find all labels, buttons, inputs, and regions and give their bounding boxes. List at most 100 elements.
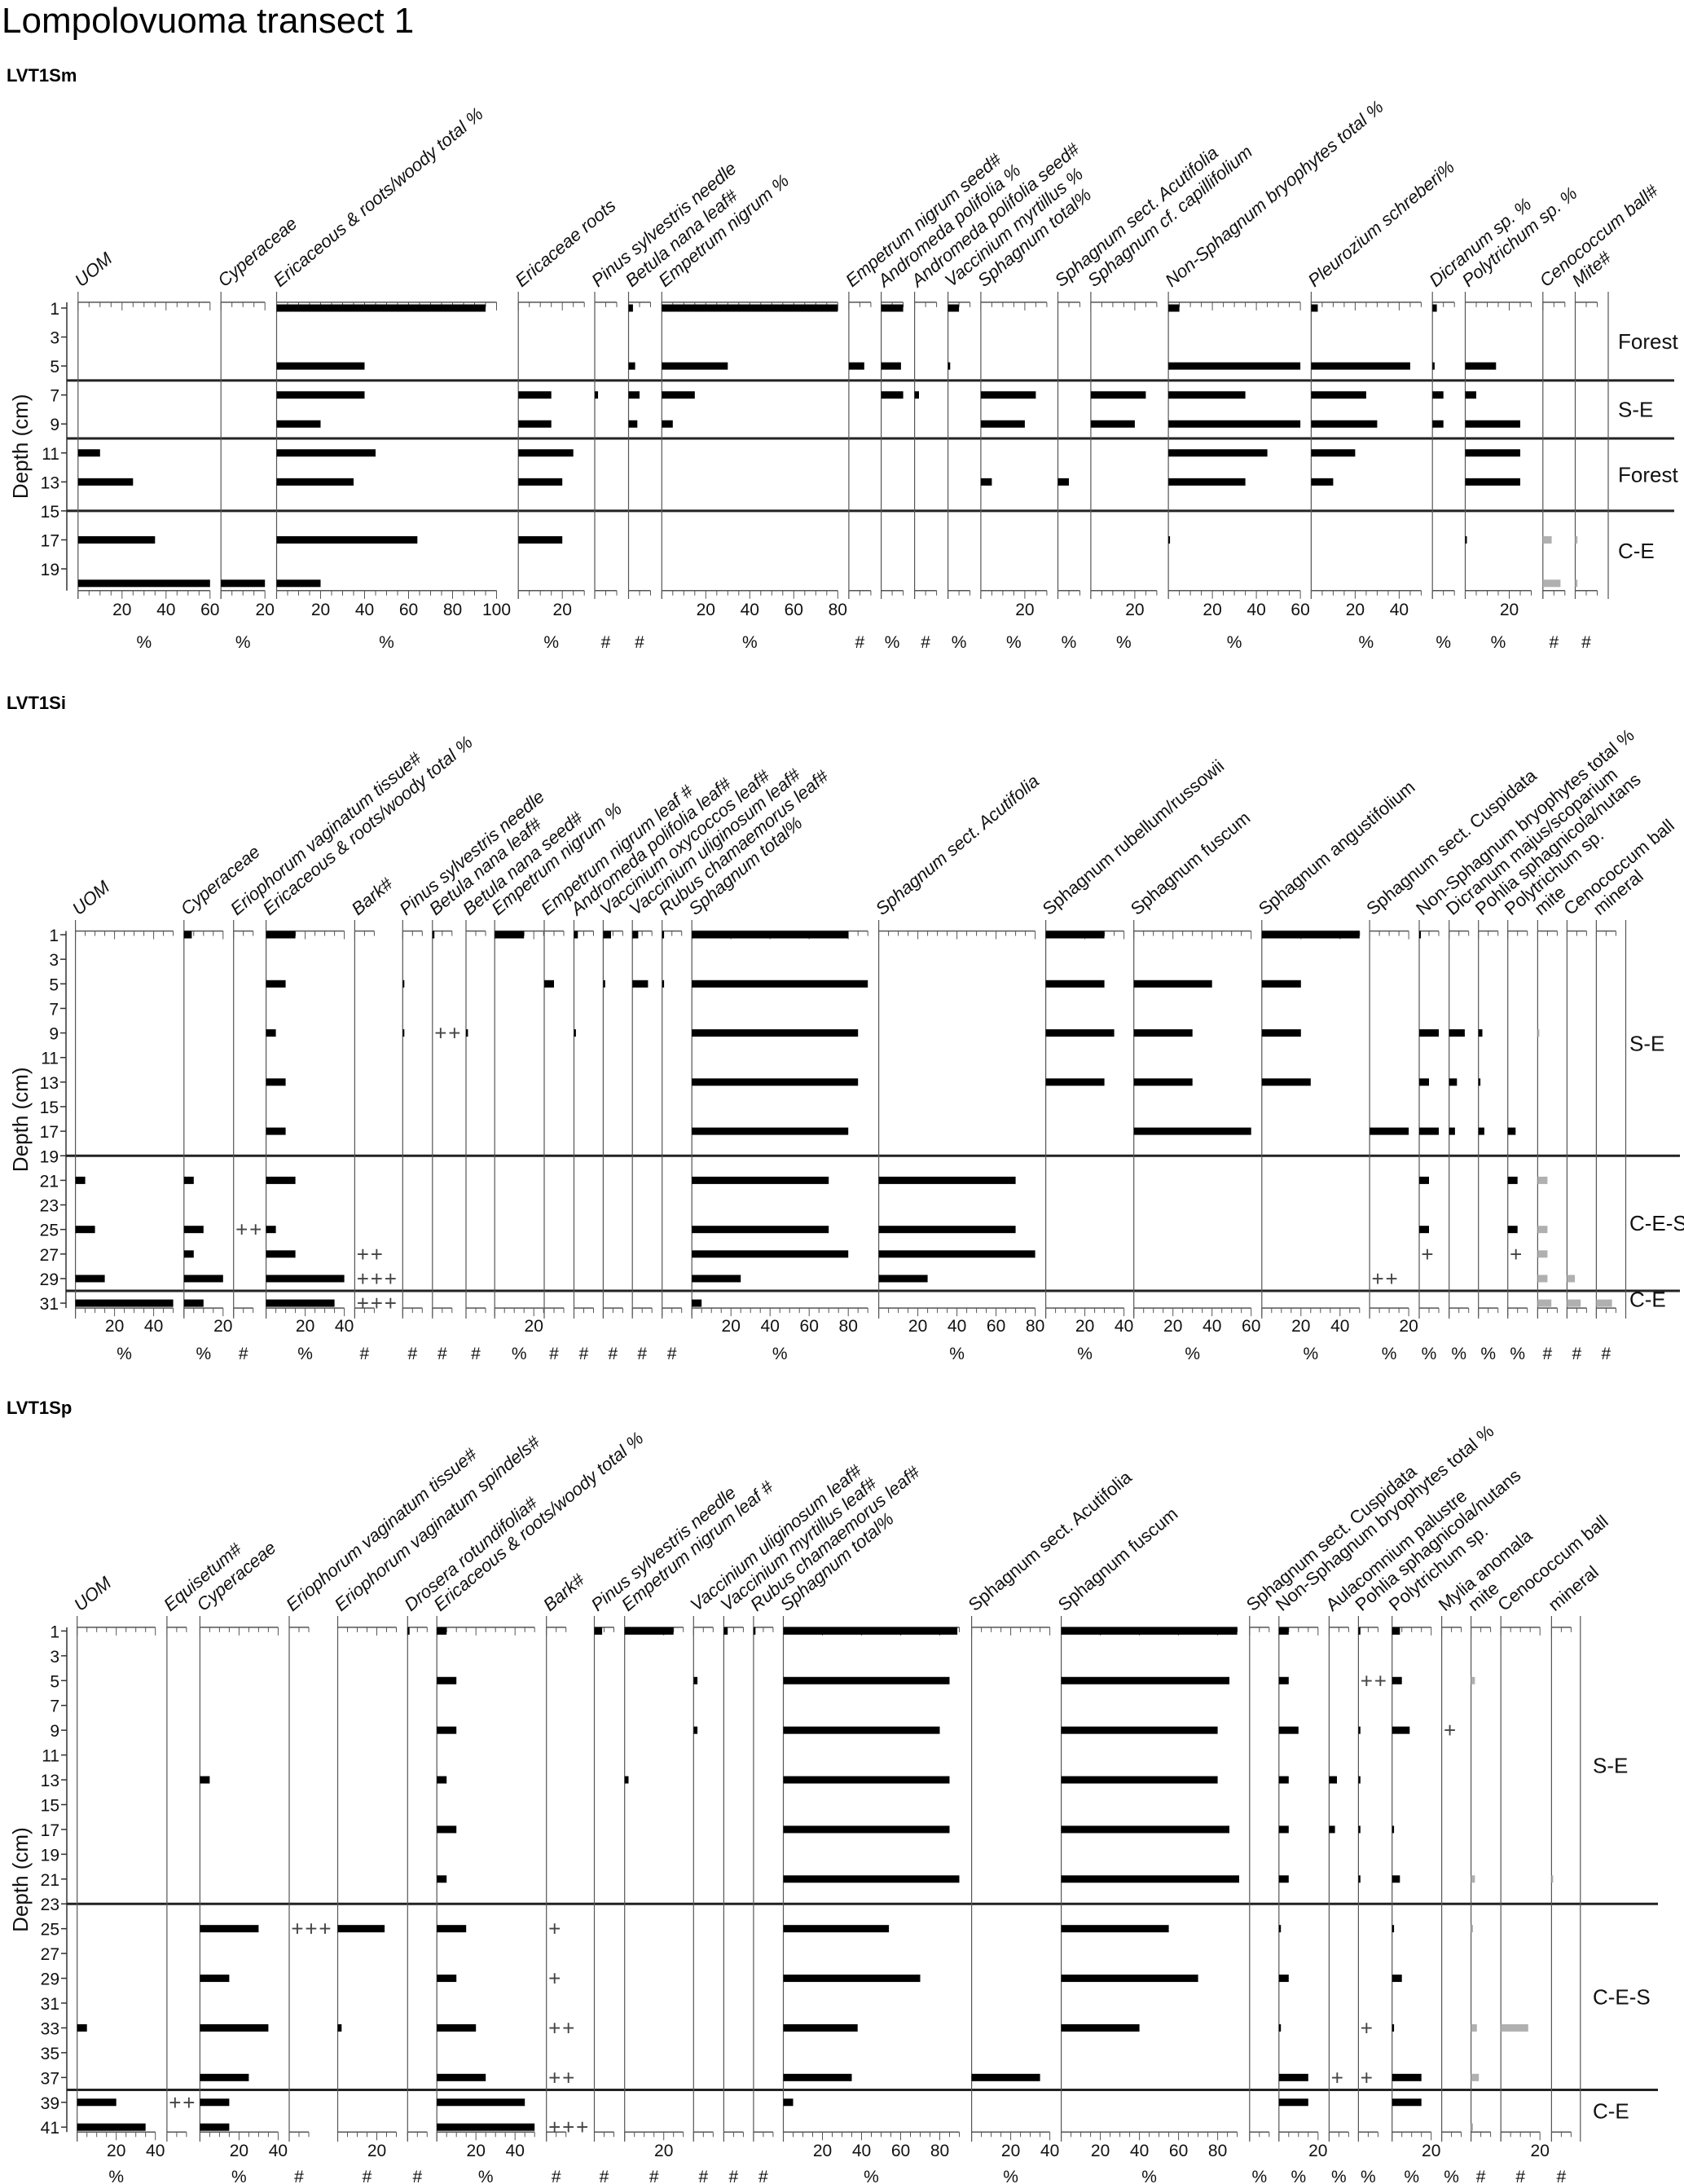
- presence-marker: +: [357, 1291, 369, 1315]
- bar: [692, 1275, 741, 1283]
- bar: [1133, 1127, 1251, 1135]
- bar: [1061, 1726, 1218, 1734]
- unit-label: #: [437, 1345, 447, 1363]
- unit-label: %: [478, 2168, 494, 2184]
- unit-label: #: [363, 2168, 372, 2184]
- presence-marker: +: [1361, 2015, 1373, 2040]
- unit-label: #: [698, 2168, 708, 2184]
- depth-tick-label: 7: [49, 1000, 59, 1019]
- depth-tick-label: 11: [42, 1747, 59, 1766]
- bar: [1090, 391, 1146, 399]
- depth-tick-label: 5: [50, 1672, 59, 1691]
- unit-label: %: [512, 1345, 527, 1363]
- bar: [632, 980, 649, 988]
- bar: [603, 931, 611, 939]
- bar: [1575, 535, 1578, 544]
- tick-label: 20: [467, 2142, 486, 2160]
- bar: [628, 362, 635, 370]
- tick-label: 80: [839, 1317, 858, 1336]
- depth-tick-label: 5: [49, 975, 59, 994]
- bar: [183, 931, 192, 939]
- column-ericaceous-roots-woody-total: Ericaceous & roots/woody total % 20 40 60 80…: [270, 103, 511, 652]
- bar: [266, 1250, 296, 1258]
- bar: [200, 2073, 249, 2081]
- bar: [1168, 391, 1246, 399]
- zone-label: Forest: [1618, 329, 1678, 354]
- unit-label: %: [1382, 1345, 1397, 1363]
- column-pleurozium-schreberi: Pleurozium schreberi%20 40%: [1304, 156, 1458, 652]
- bar: [1567, 1275, 1575, 1283]
- bar: [1045, 1078, 1105, 1086]
- depth-tick-label: 11: [41, 1050, 59, 1068]
- tick-label: 60: [800, 1317, 819, 1336]
- depth-tick-label: 39: [41, 2094, 59, 2113]
- bar: [183, 1275, 223, 1283]
- depth-tick-label: 23: [40, 1197, 59, 1216]
- unit-label: #: [855, 633, 865, 652]
- bar: [183, 1226, 204, 1234]
- bar: [783, 1676, 950, 1684]
- bar: [437, 1925, 467, 1933]
- presence-marker: +: [235, 1217, 248, 1242]
- bar: [77, 449, 100, 457]
- unit-label: %: [949, 1345, 965, 1363]
- column-header: Sphagnum sect. Acutifolia: [965, 1466, 1137, 1614]
- tick-label: 20: [1015, 601, 1034, 619]
- depth-tick-label: 13: [41, 473, 59, 492]
- bar: [495, 931, 525, 939]
- bar: [783, 1726, 940, 1734]
- bar: [848, 362, 864, 370]
- bar: [402, 980, 405, 988]
- unit-label: #: [601, 633, 611, 652]
- presence-marker: +: [1386, 1266, 1398, 1291]
- presence-marker: +: [357, 1242, 369, 1266]
- bar: [1278, 1776, 1289, 1784]
- depth-tick-label: 3: [49, 951, 59, 970]
- bar: [603, 980, 605, 988]
- tick-label: 20: [722, 1317, 741, 1336]
- depth-tick-label: 17: [41, 1821, 59, 1840]
- bar: [1370, 1127, 1409, 1135]
- tick-label: 20: [107, 2142, 125, 2160]
- tick-label: 20: [105, 1317, 124, 1336]
- bar: [266, 980, 286, 988]
- unit-label: #: [758, 2168, 768, 2184]
- bar: [1507, 1176, 1518, 1184]
- tick-label: 20: [230, 2142, 248, 2160]
- tick-label: 40: [269, 2142, 288, 2160]
- bar: [1471, 2023, 1477, 2032]
- bar: [1537, 1299, 1552, 1307]
- bar: [1278, 1627, 1289, 1635]
- bar: [1358, 1726, 1361, 1734]
- presence-marker: +: [371, 1266, 383, 1291]
- bar: [437, 1726, 457, 1734]
- tick-label: 20: [1531, 2142, 1550, 2160]
- tick-label: 20: [1091, 2142, 1110, 2160]
- column-uom: UOM 20 40%: [70, 1572, 165, 2184]
- depth-tick-label: 1: [50, 1623, 59, 1641]
- depth-tick-label: 25: [40, 1222, 59, 1240]
- column-non-sphagnum-bryophytes-total: Non-Sphagnum bryophytes total %%+: [1412, 724, 1638, 1363]
- bar: [1465, 535, 1467, 544]
- bar: [544, 980, 554, 988]
- bar: [1061, 1925, 1169, 1933]
- bar: [266, 1176, 296, 1184]
- bar: [1392, 1825, 1395, 1834]
- bar: [783, 1627, 958, 1635]
- zone-label: S-E: [1618, 397, 1653, 421]
- column-equisetum: Equisetum#+ +: [160, 1539, 246, 2142]
- bar: [1537, 1226, 1548, 1234]
- zone-label: S-E: [1593, 1754, 1628, 1778]
- unit-label: #: [294, 2168, 304, 2184]
- bar: [1537, 1029, 1540, 1037]
- column-sphagnum-total: Sphagnum total%20 40 60 80%: [684, 812, 868, 1363]
- bar: [692, 1127, 849, 1135]
- bar: [1419, 1127, 1439, 1135]
- tick-label: 20: [367, 2142, 386, 2160]
- unit-label: #: [471, 1345, 481, 1363]
- bar: [692, 1250, 849, 1258]
- tick-label: 20: [697, 601, 715, 619]
- bar: [200, 1975, 230, 1983]
